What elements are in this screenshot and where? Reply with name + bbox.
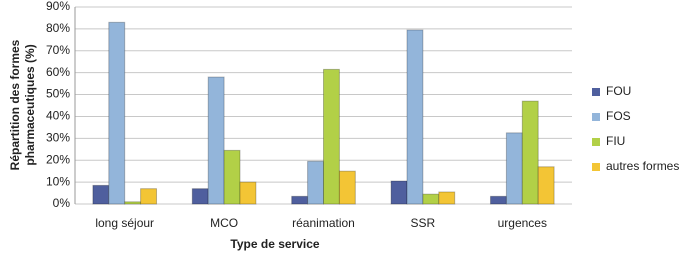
legend-swatch xyxy=(592,138,600,146)
bar xyxy=(438,191,456,205)
bar xyxy=(307,160,325,205)
y-axis-title: Répartition des formes pharmaceutiques (… xyxy=(8,39,37,170)
y-tick-label: 60% xyxy=(46,65,70,79)
bar xyxy=(140,188,158,205)
bar xyxy=(338,170,356,205)
y-tick-label: 80% xyxy=(46,21,70,35)
bar xyxy=(207,76,225,205)
bar xyxy=(92,184,110,205)
legend-swatch xyxy=(592,163,600,171)
bar xyxy=(223,149,241,205)
legend-swatch xyxy=(592,113,600,121)
legend-label: FOU xyxy=(606,84,631,98)
y-tick-label: 70% xyxy=(46,43,70,57)
bar xyxy=(291,195,309,205)
bar xyxy=(124,201,142,205)
x-tick-label: long séjour xyxy=(95,216,154,230)
bar xyxy=(537,166,555,205)
bar xyxy=(108,21,126,205)
legend-swatch xyxy=(592,88,600,96)
y-tick-label: 20% xyxy=(46,152,70,166)
y-axis-title-line: Répartition des formes xyxy=(8,39,22,170)
bar xyxy=(505,132,523,205)
legend-label: FIU xyxy=(606,134,625,148)
x-tick-label: réanimation xyxy=(292,216,355,230)
y-tick-label: 10% xyxy=(46,174,70,188)
bar xyxy=(191,188,209,205)
bar xyxy=(489,195,507,205)
legend-label: FOS xyxy=(606,109,631,123)
y-tick-label: 40% xyxy=(46,109,70,123)
legend-label: autres formes xyxy=(606,159,679,173)
bar xyxy=(406,29,424,205)
x-tick-label: SSR xyxy=(411,216,436,230)
y-tick-label: 90% xyxy=(46,0,70,13)
bar xyxy=(239,181,257,205)
x-axis-title: Type de service xyxy=(230,237,319,251)
y-tick-label: 0% xyxy=(53,196,71,210)
bar xyxy=(521,100,539,205)
y-tick-label: 50% xyxy=(46,87,70,101)
x-tick-label: MCO xyxy=(210,216,238,230)
bar xyxy=(323,68,340,205)
x-tick-label: urgences xyxy=(498,216,547,230)
y-axis-title-line: pharmaceutiques (%) xyxy=(23,44,37,165)
bar xyxy=(422,193,440,205)
y-tick-label: 30% xyxy=(46,131,70,145)
bar xyxy=(390,180,408,205)
